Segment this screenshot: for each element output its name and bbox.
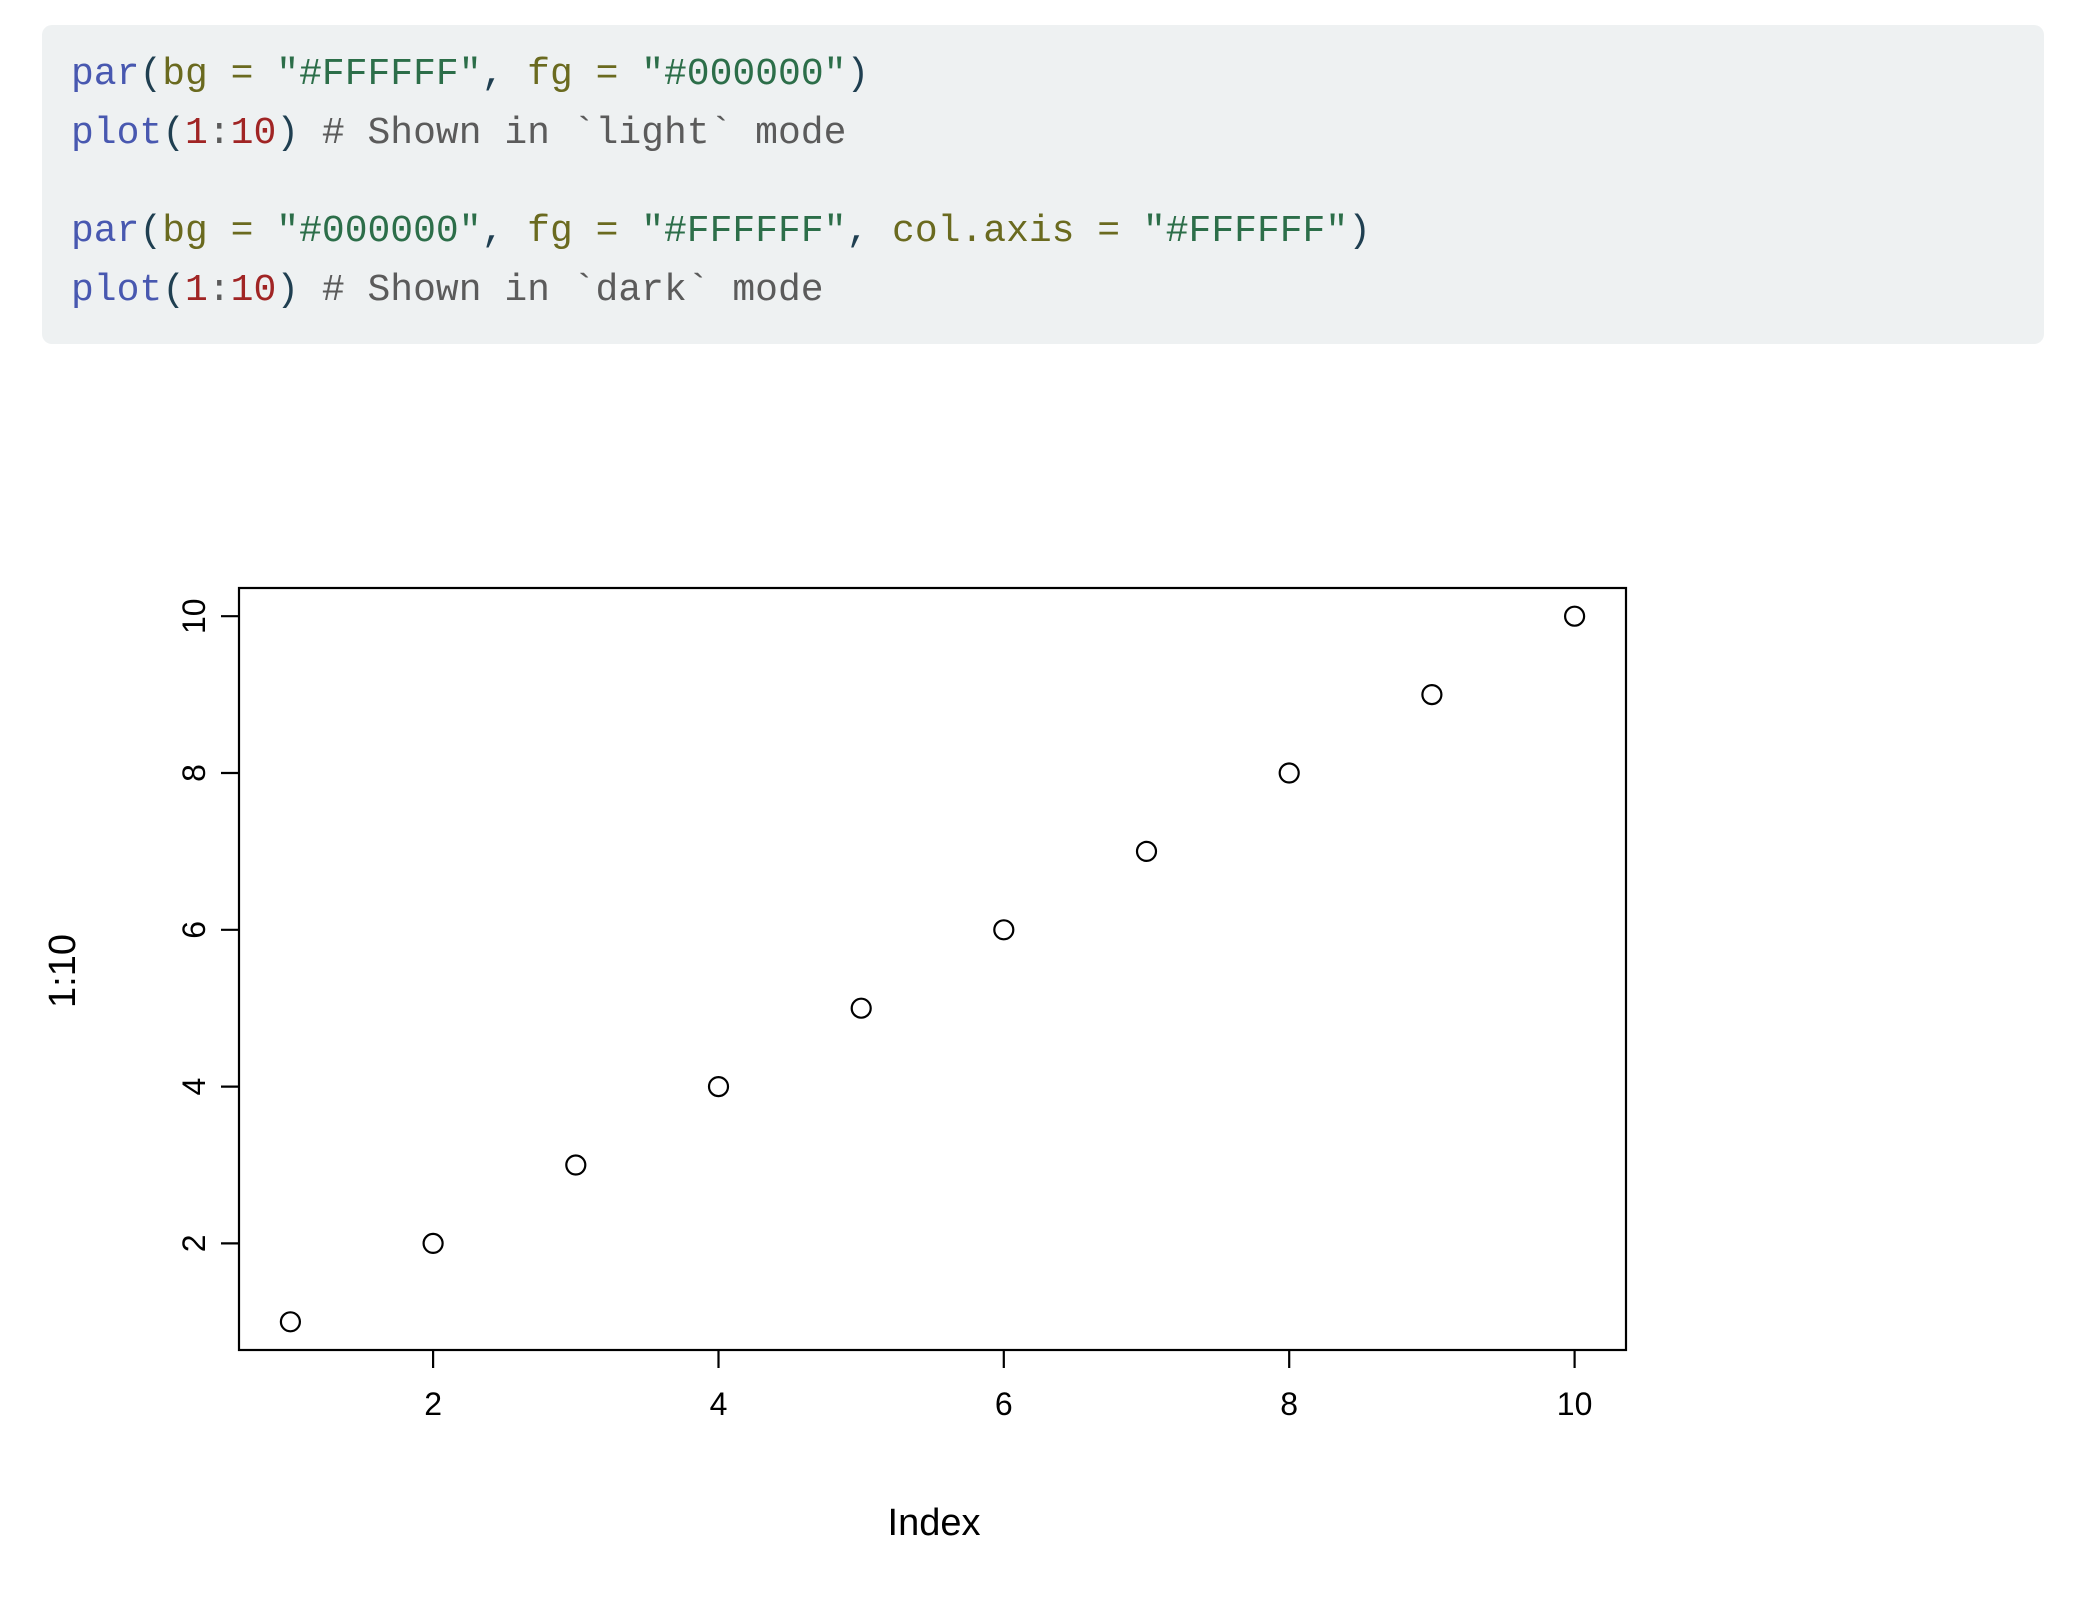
svg-text:Index: Index <box>888 1502 981 1544</box>
svg-text:2: 2 <box>424 1386 442 1422</box>
svg-text:10: 10 <box>176 598 212 634</box>
svg-text:8: 8 <box>1280 1386 1298 1422</box>
svg-text:2: 2 <box>176 1235 212 1253</box>
svg-text:6: 6 <box>995 1386 1013 1422</box>
svg-text:6: 6 <box>176 921 212 939</box>
svg-text:8: 8 <box>176 764 212 782</box>
svg-text:10: 10 <box>1557 1386 1593 1422</box>
svg-text:4: 4 <box>176 1078 212 1096</box>
svg-text:1:10: 1:10 <box>42 934 84 1008</box>
svg-text:4: 4 <box>710 1386 728 1422</box>
